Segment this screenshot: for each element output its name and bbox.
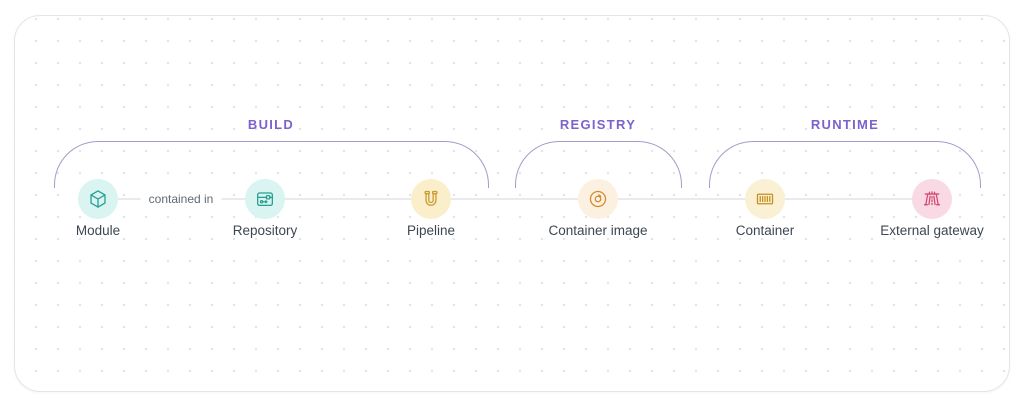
node-circle (245, 179, 285, 219)
disc-icon (587, 188, 609, 210)
node-repository: Repository (180, 179, 350, 238)
pipeline-icon (420, 188, 442, 210)
node-label: Pipeline (406, 223, 456, 238)
edge-label-contained-in: contained in (140, 192, 222, 206)
node-circle (745, 179, 785, 219)
node-circle (912, 179, 952, 219)
node-circle (578, 179, 618, 219)
node-label: External gateway (880, 223, 984, 238)
group-label-runtime: RUNTIME (810, 117, 880, 132)
node-pipeline: Pipeline (346, 179, 516, 238)
node-label: Module (75, 223, 121, 238)
node-container: Container (680, 179, 850, 238)
node-label: Repository (232, 223, 298, 238)
container-icon (754, 188, 776, 210)
node-module: Module (13, 179, 183, 238)
node-circle (411, 179, 451, 219)
node-label: Container image (548, 223, 648, 238)
group-label-registry: REGISTRY (559, 117, 637, 132)
group-label-build: BUILD (247, 117, 295, 132)
cube-icon (87, 188, 109, 210)
connector-line (98, 198, 933, 200)
repository-icon (254, 188, 276, 210)
node-external-gateway: External gateway (847, 179, 1017, 238)
gateway-icon (921, 188, 943, 210)
nodes-layer: Module Repository Pipeline Container ima… (15, 16, 1009, 391)
node-container-image: Container image (513, 179, 683, 238)
node-label: Container (735, 223, 795, 238)
node-circle (78, 179, 118, 219)
diagram-card: BUILD REGISTRY RUNTIME contained in Modu… (14, 15, 1010, 392)
